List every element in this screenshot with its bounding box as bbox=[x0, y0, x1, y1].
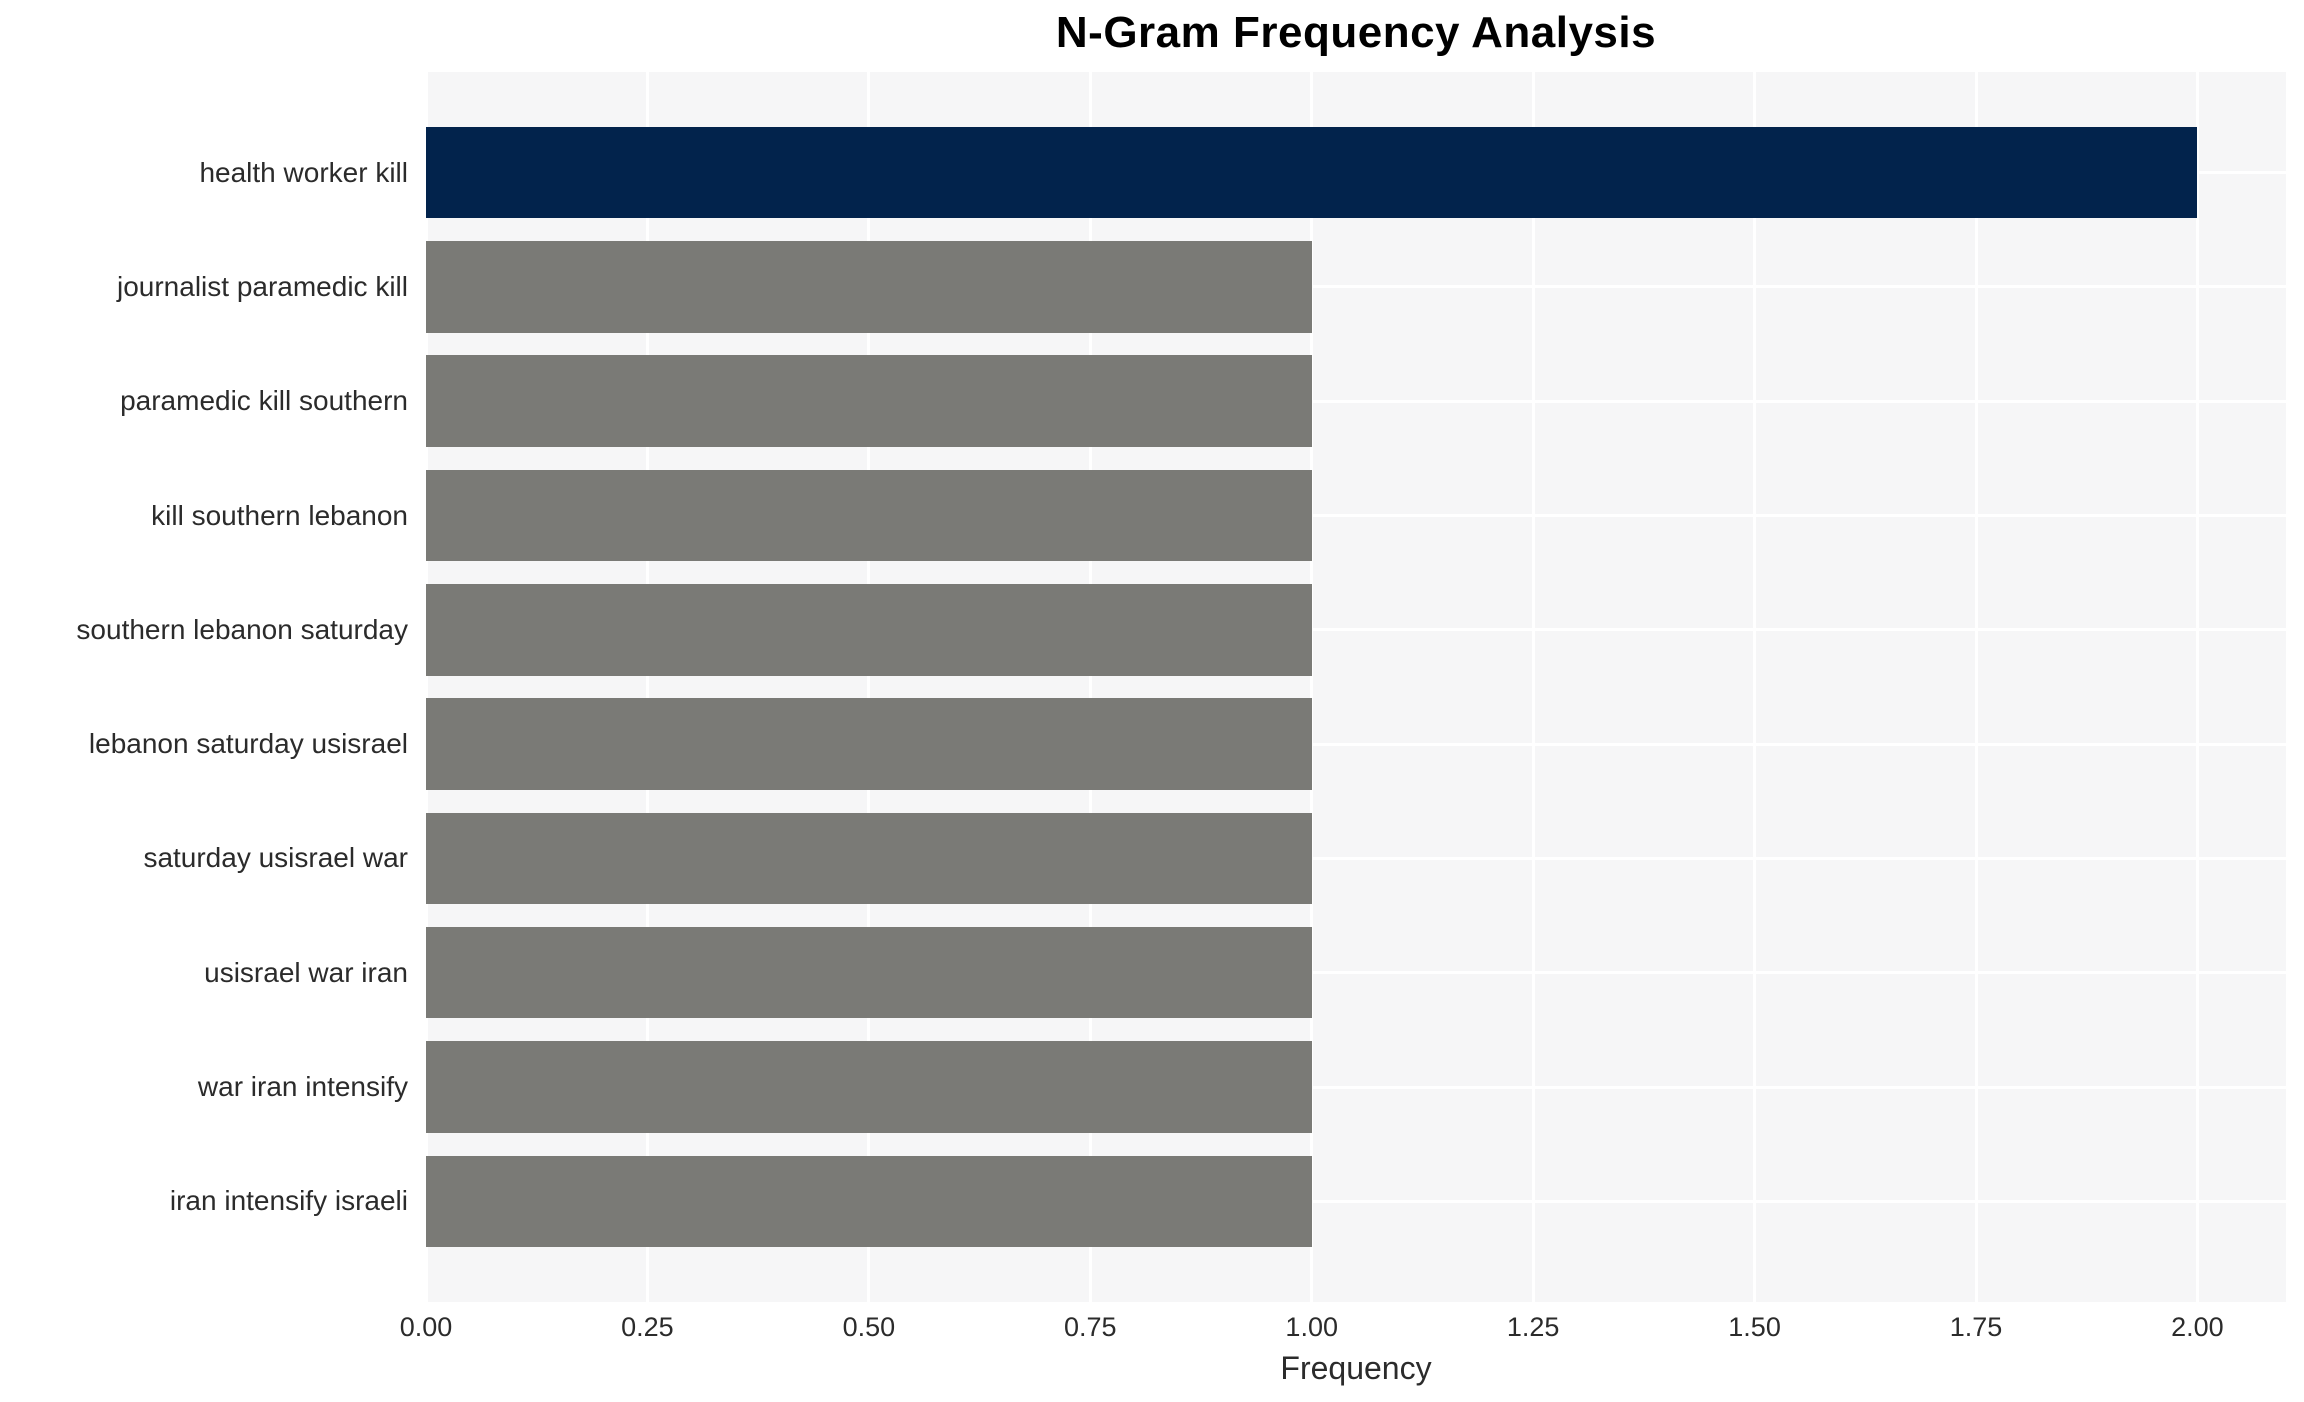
gridline-vertical bbox=[645, 72, 649, 1302]
gridline-vertical bbox=[1753, 72, 1757, 1302]
y-tick-label: journalist paramedic kill bbox=[116, 270, 408, 302]
x-tick-label: 1.25 bbox=[1506, 1312, 1560, 1342]
gridline-vertical bbox=[2195, 72, 2199, 1302]
x-tick-label: 0.50 bbox=[842, 1312, 896, 1342]
bar bbox=[426, 469, 1312, 562]
gridline-horizontal bbox=[426, 971, 2286, 975]
gridline-horizontal bbox=[426, 1085, 2286, 1089]
x-axis-title: Frequency bbox=[1280, 1350, 1432, 1386]
plot-area bbox=[424, 72, 2286, 1302]
x-tick-label: 1.50 bbox=[1728, 1312, 1781, 1342]
y-tick-label: health worker kill bbox=[199, 156, 408, 188]
y-tick-label: war iran intensify bbox=[197, 1071, 408, 1103]
gridline-horizontal bbox=[426, 1199, 2286, 1203]
bar bbox=[426, 927, 1312, 1019]
gridline-horizontal bbox=[426, 628, 2286, 632]
gridline-vertical bbox=[1531, 72, 1535, 1302]
gridline-vertical bbox=[1974, 72, 1978, 1302]
y-tick-label: paramedic kill southern bbox=[120, 385, 408, 417]
x-tick-label: 0.75 bbox=[1064, 1312, 1117, 1342]
gridline-horizontal bbox=[426, 856, 2286, 860]
bar bbox=[426, 241, 1312, 333]
y-tick-label: saturday usisrael war bbox=[143, 842, 408, 874]
chart-title: N-Gram Frequency Analysis bbox=[1055, 8, 1657, 57]
x-tick-label: 2.00 bbox=[2171, 1312, 2224, 1342]
y-tick-label: kill southern lebanon bbox=[151, 499, 408, 531]
x-tick-label: 1.00 bbox=[1285, 1312, 1338, 1342]
bar bbox=[426, 698, 1312, 790]
bar bbox=[426, 355, 1312, 447]
x-tick-label: 1.75 bbox=[1949, 1312, 2003, 1342]
y-tick-label: lebanon saturday usisrael bbox=[88, 728, 408, 760]
bar bbox=[426, 584, 1312, 676]
gridline-vertical bbox=[867, 72, 871, 1302]
x-tick-label: 0.25 bbox=[621, 1312, 674, 1342]
bar bbox=[426, 812, 1312, 905]
bar bbox=[426, 1041, 1312, 1133]
y-tick-label: southern lebanon saturday bbox=[76, 613, 408, 645]
y-tick-label: usisrael war iran bbox=[204, 956, 408, 988]
gridline-horizontal bbox=[426, 285, 2286, 289]
bar bbox=[426, 1155, 1312, 1248]
gridline-vertical bbox=[424, 72, 428, 1302]
gridline-vertical bbox=[1088, 72, 1092, 1302]
gridline-horizontal bbox=[426, 742, 2286, 746]
gridline-vertical bbox=[1310, 72, 1314, 1302]
y-tick-label: iran intensify israeli bbox=[169, 1185, 408, 1217]
bar bbox=[426, 126, 2198, 219]
gridline-horizontal bbox=[426, 514, 2286, 518]
gridline-horizontal bbox=[426, 399, 2286, 403]
x-tick-label: 0.00 bbox=[399, 1312, 453, 1342]
